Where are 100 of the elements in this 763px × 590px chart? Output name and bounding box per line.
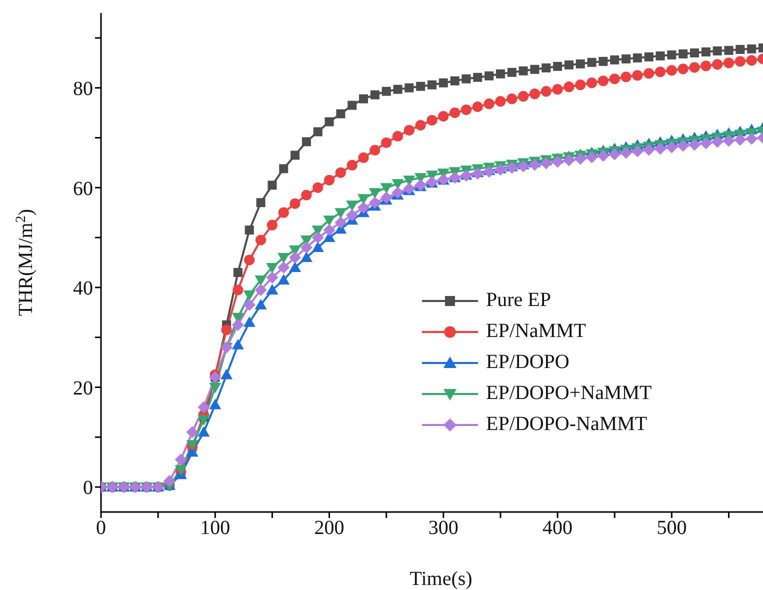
point [324,117,334,126]
point [438,110,449,122]
y-tick-label: 40 [73,278,93,300]
point [290,150,300,160]
point [290,198,300,209]
point [622,54,631,64]
point [266,220,278,230]
point [712,46,722,56]
point [278,207,289,218]
point [278,274,290,284]
point [495,96,506,107]
point [254,298,267,310]
point [266,284,278,294]
point [334,208,347,219]
point [289,261,302,272]
point [654,66,666,78]
point [243,298,256,311]
point [666,141,678,154]
point [506,94,518,104]
point [323,224,336,236]
y-tick-label: 20 [73,377,93,400]
point [392,130,404,142]
point [428,80,436,90]
point [678,49,688,58]
y-tick-label: 60 [73,178,93,200]
point [415,120,426,131]
point [426,114,438,126]
point [359,94,368,104]
point [220,368,233,380]
point [243,290,256,301]
point [632,70,643,81]
point [540,86,552,97]
point [233,268,242,277]
x-tick-label: 200 [314,517,344,540]
point [542,63,551,72]
point [586,151,598,164]
point [575,80,586,90]
point [335,167,346,178]
point [404,124,414,136]
point [254,275,267,286]
point [689,62,700,73]
point [507,68,516,77]
point [723,58,734,68]
point [736,44,745,54]
point [530,64,540,74]
point [496,69,505,78]
point [631,145,644,158]
point [324,174,335,186]
y-tick-label: 0 [83,477,93,500]
x-tick-label: 100 [200,517,230,540]
x-tick-label: 400 [542,517,573,540]
point [312,182,324,193]
point [198,426,210,437]
point [450,76,460,86]
point [279,164,288,174]
point [620,72,632,82]
point [632,53,642,62]
point [747,44,756,54]
point [198,401,210,414]
point [620,146,632,159]
point [460,104,472,116]
x-tick-label: 500 [656,517,687,540]
point [564,60,574,70]
point [450,108,460,118]
point [334,216,347,229]
point [712,59,723,70]
point [323,216,336,226]
point [610,55,620,64]
point [346,160,358,170]
point [313,127,322,136]
point [232,338,244,350]
point [700,137,712,150]
point [564,82,574,92]
point [598,76,609,86]
point [186,426,198,438]
point [553,62,562,71]
point [416,82,426,91]
point [232,284,244,296]
point [370,90,380,100]
point [472,168,484,180]
point [244,226,254,235]
point [597,150,610,162]
point [163,475,176,488]
point [462,74,471,84]
x-tick-label: 300 [428,517,458,540]
point [690,48,700,58]
point [688,138,701,151]
point [336,109,346,118]
point [266,262,278,274]
legend-label: EP/NaMMT [486,320,586,343]
point [244,254,255,266]
point [300,252,312,262]
point [518,91,529,102]
point [278,261,290,274]
point [174,454,187,466]
point [667,50,676,60]
point [483,166,496,178]
point [540,157,552,170]
point [644,68,654,79]
point [517,160,530,172]
